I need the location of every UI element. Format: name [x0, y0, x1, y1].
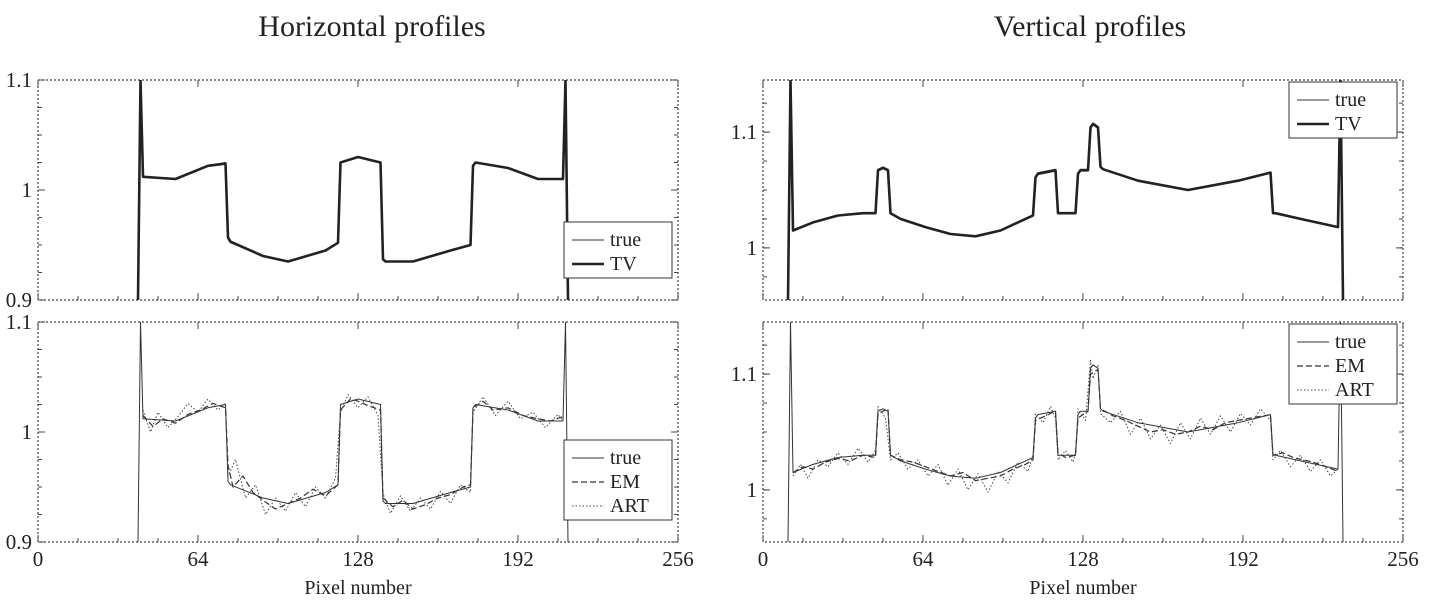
y-tick-label: 1 [22, 420, 33, 444]
y-tick-label: 1 [747, 236, 758, 260]
y-tick-label: 1.1 [6, 68, 32, 92]
x-axis-title: Pixel number [1029, 577, 1137, 599]
x-tick-label: 256 [662, 547, 694, 571]
x-tick-label: 192 [1227, 547, 1259, 571]
legend-label: EM [1335, 355, 1365, 377]
vertical-profiles-title: Vertical profiles [994, 10, 1186, 43]
series-line-true [787, 322, 1344, 542]
x-tick-label: 64 [913, 547, 935, 571]
series-line-art [142, 394, 564, 515]
series-line-em [792, 368, 1339, 482]
legend-label: true [610, 229, 641, 251]
series-line-true [787, 80, 1344, 300]
legend-label: true [1335, 89, 1366, 111]
legend-box [563, 221, 673, 279]
x-tick-label: 128 [1067, 547, 1099, 571]
series-line-true [137, 80, 569, 300]
x-tick-label: 192 [502, 547, 534, 571]
legend-label: true [610, 447, 641, 469]
y-tick-label: 0.9 [6, 530, 32, 554]
legend-box [1288, 323, 1398, 405]
x-axis-title: Pixel number [304, 577, 412, 599]
x-tick-label: 0 [33, 547, 44, 571]
legend-label: TV [610, 253, 637, 275]
x-tick-label: 64 [188, 547, 210, 571]
series-line-art [792, 359, 1339, 493]
x-tick-label: 0 [758, 547, 769, 571]
y-tick-label: 1.1 [731, 362, 757, 386]
legend-label: EM [610, 471, 640, 493]
y-tick-label: 1.1 [731, 120, 757, 144]
y-tick-label: 1.1 [6, 310, 32, 334]
series-line-tv [786, 80, 1345, 300]
x-tick-label: 128 [342, 547, 374, 571]
legend-box [1288, 81, 1398, 139]
legend-box [563, 439, 673, 521]
legend-label: true [1335, 331, 1366, 353]
series-line-em [142, 398, 564, 510]
legend-label: TV [1335, 113, 1362, 135]
legend-label: ART [610, 495, 649, 517]
horizontal-profiles-title: Horizontal profiles [258, 10, 485, 43]
series-line-true [137, 322, 569, 542]
y-tick-label: 0.9 [6, 288, 32, 312]
y-tick-label: 1 [22, 178, 33, 202]
legend-label: ART [1335, 379, 1374, 401]
y-tick-label: 1 [747, 478, 758, 502]
series-line-tv [136, 80, 570, 300]
x-tick-label: 256 [1387, 547, 1419, 571]
